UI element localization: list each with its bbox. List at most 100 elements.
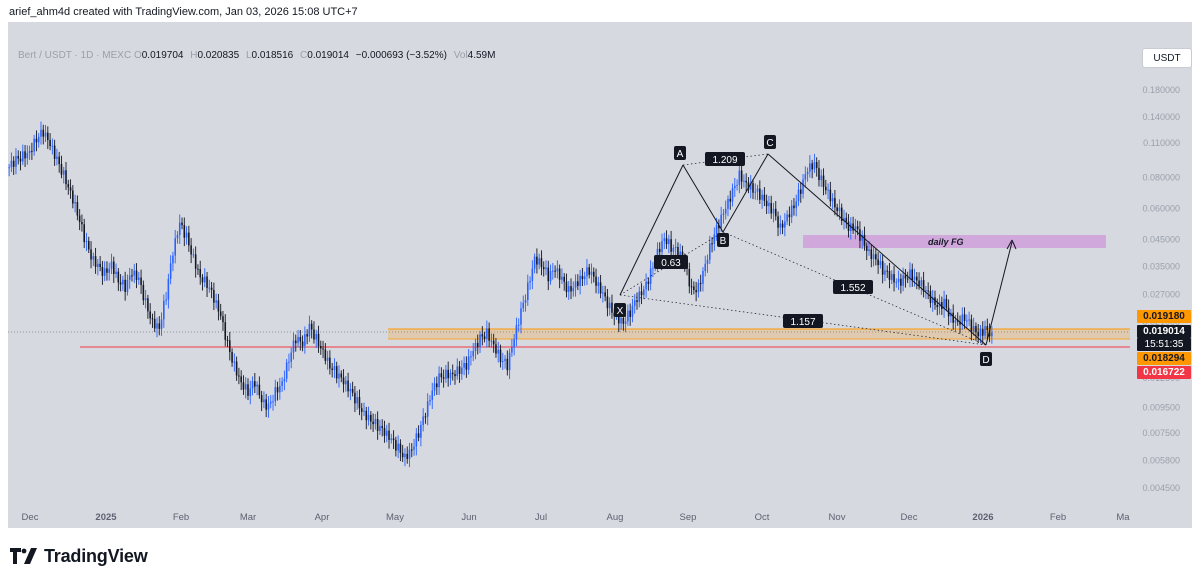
candle-body xyxy=(645,281,647,290)
candle-body xyxy=(67,184,70,188)
candle-body xyxy=(440,373,443,378)
candle-body xyxy=(390,438,393,440)
ratio-bd-bg xyxy=(833,280,873,294)
candle-body xyxy=(540,258,543,268)
candle-body xyxy=(743,180,745,182)
candle-body xyxy=(279,385,281,393)
candle-body xyxy=(529,280,531,283)
candle-body xyxy=(379,426,381,431)
candle-body xyxy=(420,425,422,438)
candle-body xyxy=(87,240,90,250)
candle-body xyxy=(108,268,111,273)
candle-body xyxy=(85,240,88,243)
candle-body xyxy=(49,140,51,147)
candle-body xyxy=(647,281,650,284)
candle-body xyxy=(508,352,511,371)
candle-body xyxy=(242,382,245,390)
candle-body xyxy=(986,326,989,331)
candle-body xyxy=(60,164,63,175)
y-tick-label: 0.035000 xyxy=(1142,262,1180,272)
candle-body xyxy=(151,318,154,320)
candle-body xyxy=(617,314,620,324)
candle-body xyxy=(797,189,800,202)
candle-body xyxy=(715,225,718,235)
currency-button[interactable]: USDT xyxy=(1142,48,1192,68)
candle-body xyxy=(961,314,964,325)
candle-body xyxy=(147,298,149,312)
candle-body xyxy=(131,275,133,277)
candle-body xyxy=(492,340,495,345)
candle-body xyxy=(856,226,859,230)
candle-body xyxy=(768,202,770,207)
candle-body xyxy=(991,332,993,337)
candle-body xyxy=(736,184,738,186)
candle-body xyxy=(620,318,622,324)
candle-body xyxy=(313,329,315,340)
candle-body xyxy=(213,289,215,303)
ratio-xd-bg xyxy=(783,314,823,328)
candle-body xyxy=(76,202,79,216)
candle-body xyxy=(795,201,798,209)
candle-body xyxy=(784,221,786,228)
projection-arrow xyxy=(985,241,1013,346)
candle-body xyxy=(799,189,802,194)
candle-body xyxy=(342,377,345,385)
candle-body xyxy=(699,283,702,285)
symbol-name[interactable]: Bert / USDT · 1D · MEXC xyxy=(18,50,132,61)
candle-body xyxy=(495,344,497,354)
candle-body xyxy=(524,299,527,303)
candle-body xyxy=(274,387,277,402)
candle-body xyxy=(397,443,399,451)
candle-body xyxy=(119,282,122,285)
candle-body xyxy=(408,449,411,459)
candle-body xyxy=(310,323,313,330)
candle-body xyxy=(358,397,361,409)
candle-body xyxy=(90,249,92,260)
candle-body xyxy=(426,401,429,417)
candle-body xyxy=(802,179,804,194)
candle-body xyxy=(879,261,882,266)
candle-body xyxy=(467,356,470,370)
candle-body xyxy=(472,351,474,357)
candle-body xyxy=(376,419,379,431)
candle-body xyxy=(122,279,124,285)
pattern-leg-xa xyxy=(619,164,684,296)
candle-body xyxy=(292,340,295,353)
candle-body xyxy=(731,187,734,202)
candle-body xyxy=(422,416,424,426)
price-tag-countdown: 15:51:35 xyxy=(1137,338,1191,351)
candle-body xyxy=(497,349,500,354)
y-tick-label: 0.004500 xyxy=(1142,483,1180,493)
candle-body xyxy=(547,267,550,282)
candle-body xyxy=(215,300,217,303)
candle-body xyxy=(931,297,934,303)
volume-label: Vol xyxy=(453,50,468,61)
candle-body xyxy=(517,324,520,326)
candle-body xyxy=(884,270,886,275)
candle-body xyxy=(381,426,384,428)
candle-body xyxy=(294,340,297,344)
candle-body xyxy=(727,198,729,209)
price-tag-last: 0.019014 xyxy=(1137,325,1191,338)
candle-body xyxy=(877,259,879,266)
candle-body xyxy=(51,145,54,147)
candle-body xyxy=(97,263,99,267)
candle-body xyxy=(788,214,791,218)
candle-body xyxy=(872,254,875,260)
candle-body xyxy=(308,323,311,337)
candle-body xyxy=(829,189,832,202)
candle-body xyxy=(285,362,288,379)
candle-body xyxy=(265,399,267,410)
candle-body xyxy=(963,314,966,321)
candle-body xyxy=(345,380,347,385)
arrow-head-icon xyxy=(1006,239,1017,250)
candle-body xyxy=(72,190,74,204)
candle-body xyxy=(149,311,151,319)
candle-body xyxy=(790,205,793,218)
candle-body xyxy=(554,270,556,272)
candle-body xyxy=(850,223,852,231)
point-label-bg xyxy=(980,352,992,366)
candle-body xyxy=(465,362,468,370)
